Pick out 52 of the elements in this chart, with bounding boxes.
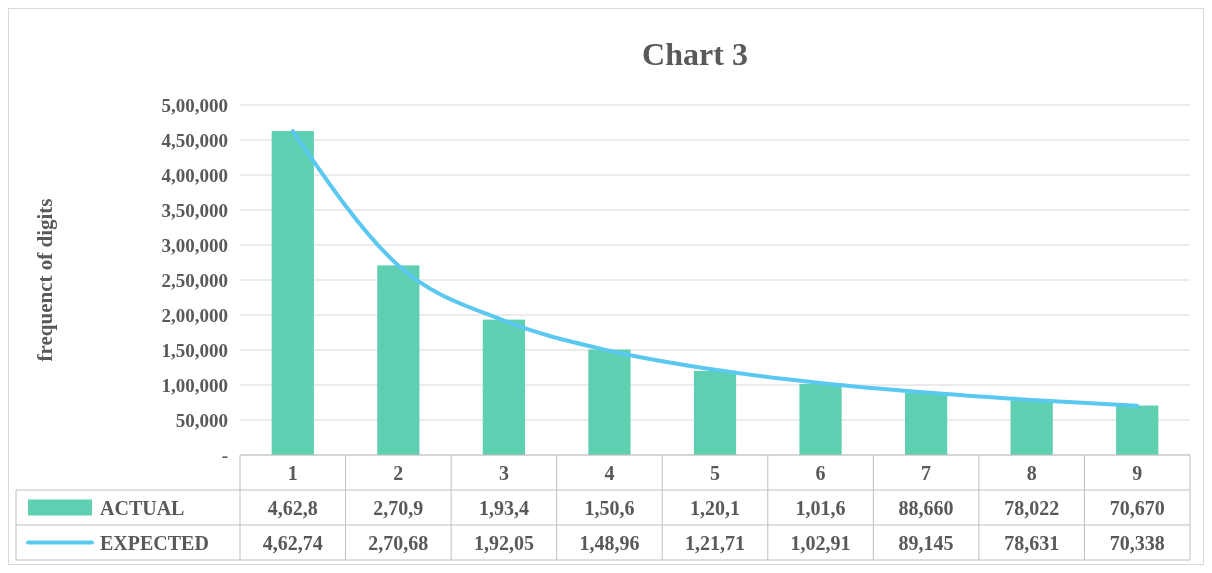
x-tick-label: 2 [393, 461, 404, 484]
y-tick-label: 5,00,000 [161, 94, 228, 116]
data-label: 1,50,6 [584, 496, 635, 519]
x-tick-label: 9 [1132, 461, 1143, 484]
bar [905, 392, 948, 455]
y-tick-label: - [221, 444, 228, 466]
data-label: 1,20,1 [690, 496, 740, 519]
line-series [290, 129, 1140, 408]
legend-label: EXPECTED [100, 531, 209, 554]
x-tick-label: 6 [815, 461, 826, 484]
y-tick-label: 3,50,000 [161, 199, 228, 221]
x-tick-label: 3 [498, 461, 509, 484]
bar [482, 319, 525, 455]
bar [1010, 400, 1053, 455]
y-tick-label: 2,00,000 [161, 304, 228, 326]
data-label: 2,70,68 [368, 531, 429, 554]
y-tick-label: 3,00,000 [161, 234, 228, 256]
bar [1116, 405, 1159, 455]
legend-label: ACTUAL [100, 496, 185, 519]
y-tick-label: 4,00,000 [161, 164, 228, 186]
data-label: 1,01,6 [795, 496, 846, 519]
chart-title: Chart 3 [642, 36, 748, 72]
y-axis-title: frequenct of digits [33, 198, 57, 362]
data-label: 78,631 [1004, 531, 1060, 554]
data-label: 1,48,96 [579, 531, 640, 554]
y-tick-label: 1,50,000 [161, 339, 228, 361]
data-label: 70,338 [1109, 531, 1165, 554]
x-tick-label: 7 [921, 461, 932, 484]
x-tick-label: 8 [1026, 461, 1037, 484]
data-label: 78,022 [1004, 496, 1060, 519]
bar [271, 131, 314, 455]
data-label: 1,21,71 [685, 531, 745, 554]
data-label: 1,92,05 [473, 531, 534, 554]
data-label: 89,145 [898, 531, 954, 554]
data-label: 1,93,4 [478, 496, 529, 519]
y-tick-label: 1,00,000 [161, 374, 228, 396]
x-tick-label: 4 [604, 461, 615, 484]
bar [588, 349, 631, 455]
bar [377, 265, 420, 455]
x-tick-label: 1 [287, 461, 298, 484]
data-label: 4,62,8 [267, 496, 318, 519]
y-tick-label: 2,50,000 [161, 269, 228, 291]
bar [799, 383, 842, 455]
data-label: 70,670 [1109, 496, 1165, 519]
data-label: 88,660 [898, 496, 954, 519]
bar [693, 370, 737, 455]
data-label: 4,62,74 [262, 531, 323, 554]
y-tick-label: 50,000 [175, 409, 228, 431]
data-label: 1,02,91 [790, 531, 851, 554]
y-tick-label: 4,50,000 [161, 129, 228, 151]
data-label: 2,70,9 [373, 496, 424, 519]
x-tick-label: 5 [710, 461, 720, 484]
